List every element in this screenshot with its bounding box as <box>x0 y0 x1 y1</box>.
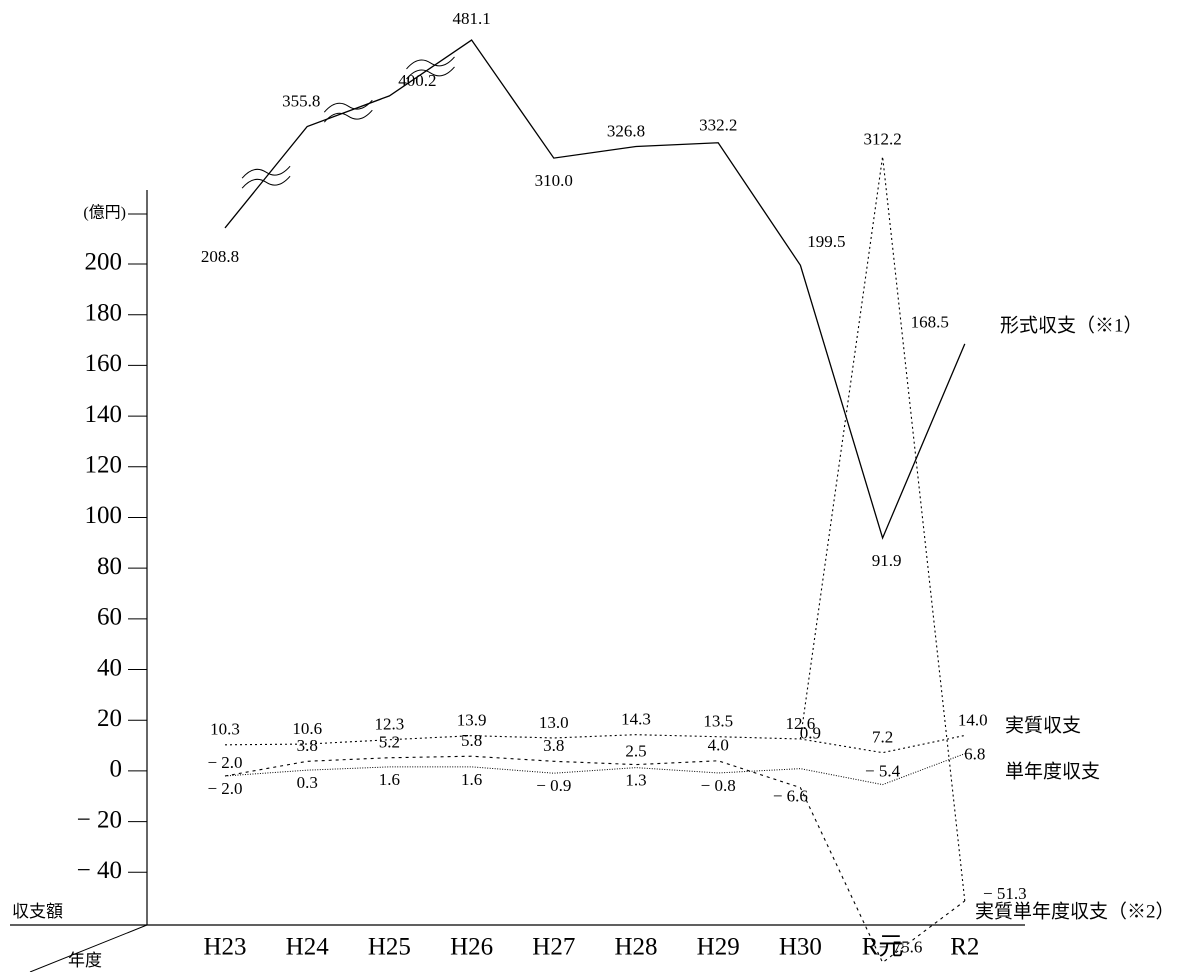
data-label: 400.2 <box>398 71 436 90</box>
data-label: 481.1 <box>452 9 490 28</box>
x-tick-label: H24 <box>286 934 330 961</box>
y-tick-label: 180 <box>85 299 123 326</box>
data-label: 3.8 <box>297 736 318 755</box>
data-label: 1.3 <box>625 771 646 790</box>
x-tick-label: R元 <box>862 934 904 961</box>
data-label: 4.0 <box>708 736 729 755</box>
data-label: − 51.3 <box>983 884 1027 903</box>
data-label: 5.8 <box>461 731 482 750</box>
data-label: 326.8 <box>607 121 645 140</box>
unit-label: (億円) <box>83 204 126 222</box>
data-label: 332.2 <box>699 116 737 135</box>
data-label: 12.6 <box>786 714 816 733</box>
data-label: − 0.9 <box>536 776 571 795</box>
x-tick-label: H26 <box>450 934 493 961</box>
axis-break-mark <box>406 56 455 70</box>
x-tick-label: H27 <box>532 934 575 961</box>
series-label: 形式収支（※1） <box>1000 314 1143 336</box>
y-tick-label: − 20 <box>77 806 122 833</box>
y-tick-label: 20 <box>97 705 122 732</box>
x-tick-label: H23 <box>203 934 246 961</box>
x-tick-label: H29 <box>697 934 740 961</box>
x-tick-label: H30 <box>779 934 822 961</box>
data-label: 12.3 <box>375 715 405 734</box>
data-label: − 5.4 <box>865 762 901 781</box>
x-tick-label: R2 <box>950 934 979 961</box>
axis-break-mark <box>406 66 455 80</box>
data-label: 14.3 <box>621 710 651 729</box>
y-tick-label: 140 <box>85 401 123 428</box>
series-line <box>224 734 965 754</box>
corner-diagonal <box>29 924 148 972</box>
data-label: − 2.0 <box>207 779 242 798</box>
axis-break-mark <box>323 109 373 123</box>
y-tick-label: 0 <box>110 756 123 783</box>
corner-label: 年度 <box>68 951 102 970</box>
y-tick-label: 100 <box>85 502 123 529</box>
data-label: 6.8 <box>964 745 985 764</box>
data-label: 208.8 <box>201 247 239 266</box>
data-label: 13.9 <box>457 711 487 730</box>
y-tick-label: 40 <box>97 654 122 681</box>
data-label: 10.6 <box>292 719 322 738</box>
y-tick-label: 160 <box>85 350 123 377</box>
data-label: 310.0 <box>535 171 573 190</box>
data-label: 1.6 <box>379 770 400 789</box>
data-label: 199.5 <box>807 232 845 251</box>
series-label: 単年度収支 <box>1005 760 1100 782</box>
data-label: − 0.8 <box>701 776 736 795</box>
data-label: − 2.0 <box>207 753 242 772</box>
data-label: 312.2 <box>863 129 901 148</box>
data-label: 1.6 <box>461 770 482 789</box>
data-label: 13.5 <box>703 712 733 731</box>
axis-break-mark <box>241 175 291 189</box>
data-label: 13.0 <box>539 713 569 732</box>
data-label: 91.9 <box>872 551 902 570</box>
data-label: 2.5 <box>625 741 646 760</box>
series-label: 実質単年度収支（※2） <box>975 900 1175 922</box>
y-tick-label: 60 <box>97 604 122 631</box>
data-label: 10.3 <box>210 720 240 739</box>
y-tick-label: 200 <box>85 249 123 276</box>
data-label: 14.0 <box>958 710 988 729</box>
x-tick-label: H28 <box>614 934 657 961</box>
axis-break-mark <box>323 99 373 113</box>
data-label: − 75.6 <box>879 937 923 956</box>
data-label: − 6.6 <box>773 787 808 806</box>
corner-label: 収支額 <box>12 902 63 921</box>
y-tick-label: 80 <box>97 553 122 580</box>
data-label: 168.5 <box>911 313 949 332</box>
data-label: 0.3 <box>297 773 318 792</box>
x-tick-label: H25 <box>368 934 411 961</box>
y-tick-label: − 40 <box>77 857 122 884</box>
y-tick-label: 120 <box>85 452 123 479</box>
data-label: 0.9 <box>800 724 821 743</box>
data-label: 355.8 <box>282 91 320 110</box>
series-line <box>224 753 965 786</box>
data-label: 5.2 <box>379 733 400 752</box>
data-label: 3.8 <box>543 736 564 755</box>
series-line <box>224 755 966 964</box>
series-line <box>224 39 966 540</box>
data-label: 7.2 <box>872 728 893 747</box>
series-line <box>799 156 966 902</box>
axis-break-mark <box>241 165 291 179</box>
series-label: 実質収支 <box>1005 714 1081 736</box>
